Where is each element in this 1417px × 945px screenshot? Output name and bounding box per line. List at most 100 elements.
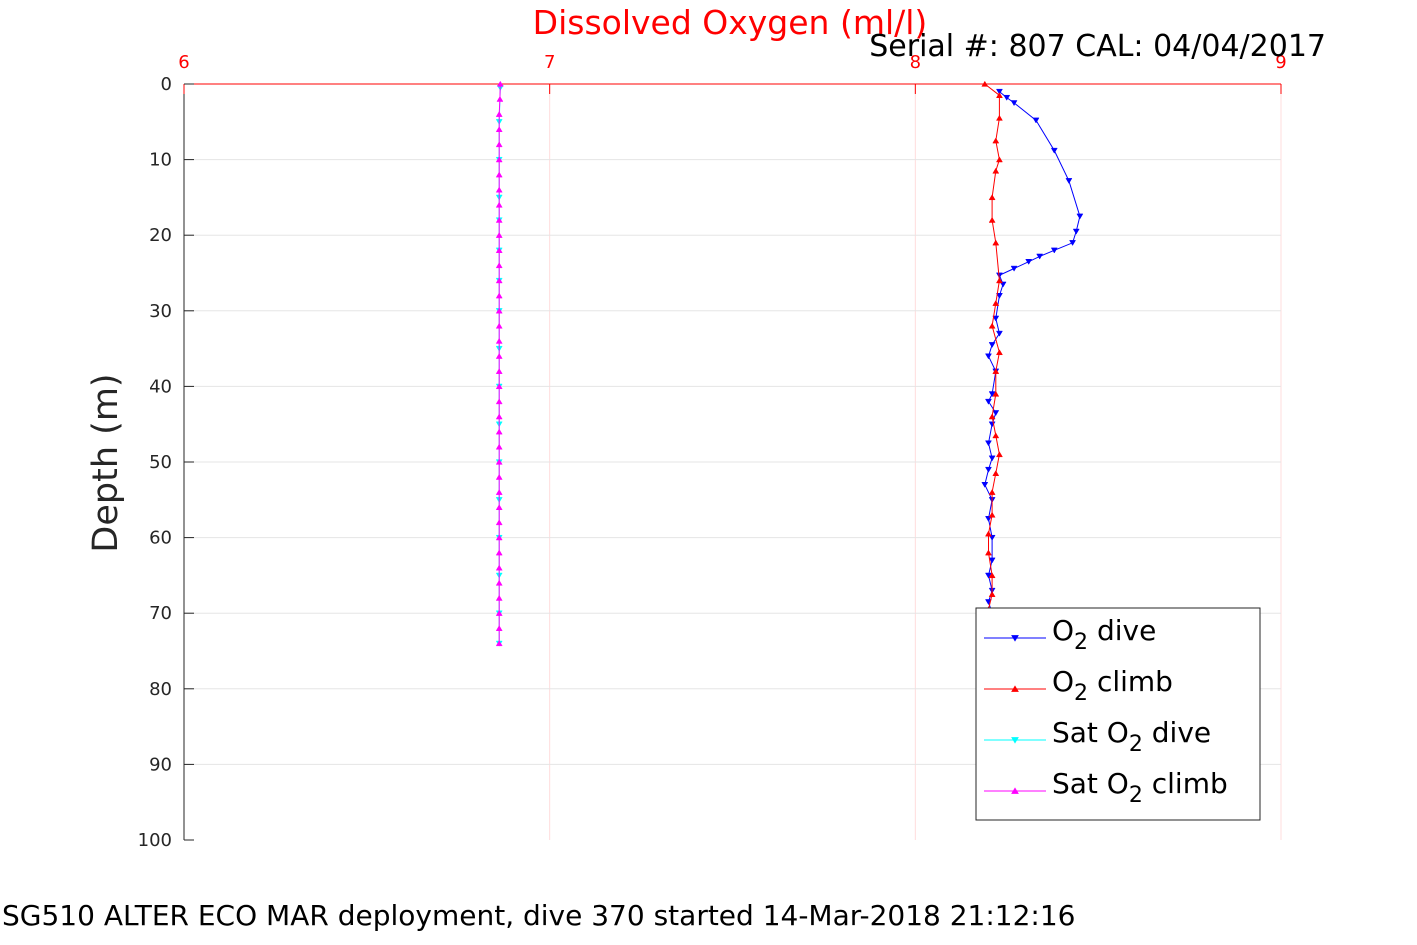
data-point — [985, 530, 992, 537]
data-point — [992, 239, 1000, 246]
data-point — [495, 277, 503, 284]
data-point — [1036, 253, 1044, 260]
legend-item: Sat O2 dive — [984, 716, 1211, 757]
data-point — [985, 353, 992, 360]
data-point — [495, 307, 503, 314]
data-point — [495, 594, 503, 601]
data-point — [988, 455, 996, 462]
x-tick-label: 7 — [544, 52, 555, 73]
series-layer — [495, 80, 1084, 647]
data-point — [981, 482, 989, 488]
data-point — [495, 322, 503, 329]
data-point — [495, 171, 503, 178]
legend-marker — [1011, 737, 1019, 744]
data-point — [995, 92, 1003, 98]
data-point — [995, 330, 1003, 337]
legend-marker — [1011, 787, 1019, 794]
data-point — [495, 186, 503, 193]
data-point — [988, 591, 996, 597]
y-tick-label: 0 — [161, 74, 172, 95]
data-point — [985, 466, 992, 473]
data-point — [995, 451, 1003, 458]
y-tick-label: 50 — [149, 452, 172, 473]
legend: O2 dive O2 climb Sat O2 dive Sat O2 climb — [975, 607, 1261, 821]
data-point — [1072, 228, 1080, 235]
series-o2-climb — [981, 80, 1003, 613]
data-point — [985, 516, 992, 522]
y-tick-label: 100 — [138, 830, 172, 851]
data-point — [985, 398, 992, 405]
series-line — [498, 83, 501, 644]
x-tick-label: 6 — [178, 52, 189, 73]
data-point — [495, 473, 503, 480]
data-point — [995, 156, 1003, 163]
data-point — [495, 352, 503, 359]
y-tick-label: 20 — [149, 225, 172, 246]
data-point — [1025, 259, 1033, 265]
x-tick-label: 9 — [1275, 52, 1286, 73]
series-o2-dive — [981, 88, 1084, 617]
data-point — [992, 410, 1000, 417]
data-point — [988, 216, 996, 223]
data-point — [495, 398, 503, 405]
data-point — [1065, 178, 1073, 184]
data-point — [495, 610, 503, 616]
data-point — [992, 368, 1000, 374]
data-point — [495, 126, 503, 133]
data-point — [988, 391, 996, 398]
data-point — [995, 88, 1003, 95]
data-point — [495, 201, 503, 208]
series-sat-o2-dive — [495, 85, 504, 647]
data-point — [495, 504, 503, 511]
chart-caption: SG510 ALTER ECO MAR deployment, dive 370… — [2, 899, 1076, 932]
data-point — [1010, 265, 1018, 272]
data-point — [495, 428, 503, 435]
data-point — [1003, 94, 1011, 101]
chart-subtitle: Serial #: 807 CAL: 04/04/2017 — [869, 29, 1326, 64]
data-point — [495, 232, 503, 238]
y-tick-label: 90 — [149, 754, 172, 775]
legend-label: O2 dive — [1052, 614, 1156, 655]
data-point — [495, 489, 503, 495]
legend-item: O2 climb — [984, 665, 1173, 706]
y-tick-label: 70 — [149, 603, 172, 624]
data-point — [981, 80, 989, 87]
y-tick-label: 60 — [149, 528, 172, 549]
data-point — [1076, 213, 1084, 220]
data-point — [495, 640, 503, 647]
data-point — [495, 579, 503, 586]
data-point — [496, 80, 504, 87]
data-point — [988, 322, 996, 329]
data-point — [1032, 117, 1040, 124]
data-point — [995, 272, 1003, 279]
data-point — [988, 194, 996, 201]
data-point — [495, 564, 503, 571]
data-point — [985, 549, 992, 556]
data-point — [992, 167, 1000, 174]
y-tick-label: 40 — [149, 376, 172, 397]
data-point — [999, 281, 1007, 288]
data-point — [495, 111, 503, 117]
x-tick-label: 8 — [910, 52, 921, 73]
data-point — [495, 534, 503, 541]
data-point — [495, 443, 503, 450]
data-point — [988, 572, 996, 579]
data-point — [495, 625, 503, 631]
series-sat-o2-climb — [495, 80, 504, 647]
data-point — [495, 549, 503, 556]
y-axis-label: Depth (m) — [86, 373, 126, 552]
data-point — [495, 141, 503, 148]
data-point — [1050, 247, 1058, 254]
y-tick-label: 30 — [149, 301, 172, 322]
data-point — [495, 262, 503, 269]
data-point — [495, 383, 503, 390]
legend-marker — [1011, 635, 1019, 642]
legend-label: Sat O2 dive — [1052, 716, 1211, 757]
data-point — [988, 534, 996, 541]
data-point — [1050, 147, 1058, 154]
data-point — [495, 458, 503, 465]
data-point — [992, 137, 1000, 144]
data-point — [992, 315, 1000, 322]
